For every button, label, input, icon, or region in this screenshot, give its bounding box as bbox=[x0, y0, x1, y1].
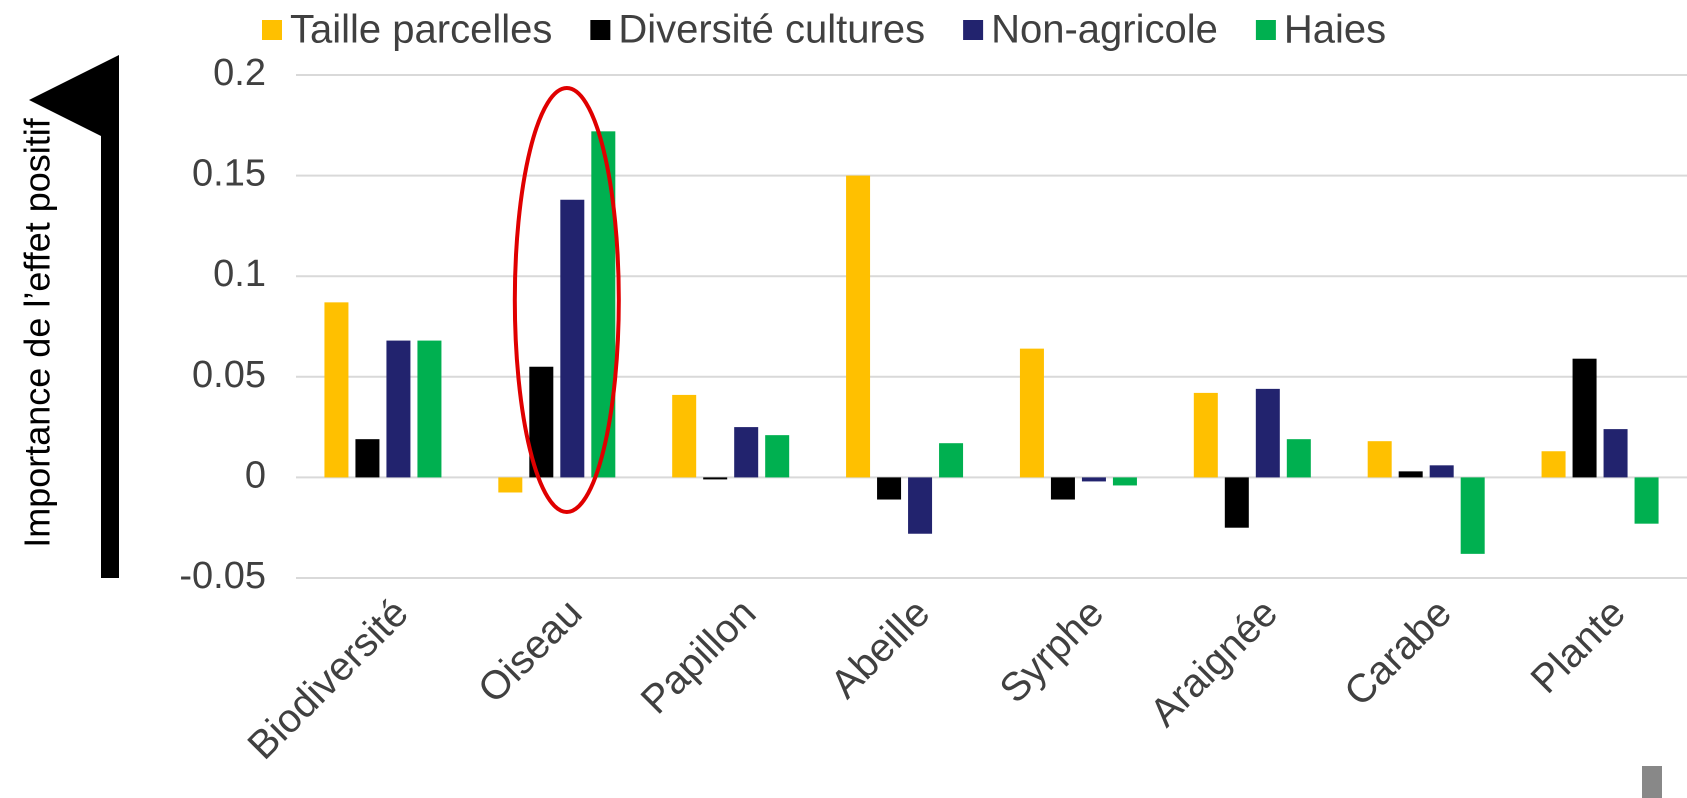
image-placeholder bbox=[1642, 766, 1662, 798]
y-tick-label: 0 bbox=[245, 454, 266, 496]
x-tick-label: Biodiversité bbox=[239, 591, 416, 768]
legend-label: Taille parcelles bbox=[290, 8, 552, 52]
bar bbox=[1112, 477, 1137, 486]
x-tick-label: Abeille bbox=[822, 591, 938, 707]
bar bbox=[1081, 477, 1106, 482]
bar bbox=[877, 477, 902, 500]
bar bbox=[1398, 471, 1423, 478]
bar bbox=[386, 340, 411, 478]
x-tick-label: Araignée bbox=[1142, 591, 1286, 735]
bar bbox=[765, 435, 790, 478]
bar bbox=[1429, 465, 1454, 478]
bar bbox=[1460, 477, 1485, 554]
bar bbox=[1255, 388, 1280, 478]
x-tick-label: Plante bbox=[1523, 591, 1634, 702]
y-tick-label: 0.15 bbox=[192, 153, 266, 195]
x-tick-label: Oiseau bbox=[470, 591, 591, 712]
bar bbox=[1367, 441, 1392, 478]
legend-label: Diversité cultures bbox=[618, 8, 925, 52]
legend-swatch bbox=[590, 20, 611, 40]
bar bbox=[1541, 451, 1566, 478]
bar bbox=[672, 394, 697, 478]
bar bbox=[417, 340, 442, 478]
bar bbox=[703, 477, 728, 480]
y-axis-label: Importance de l’effet positif bbox=[17, 117, 58, 548]
legend-swatch bbox=[963, 20, 984, 40]
y-tick-label: -0.05 bbox=[179, 555, 266, 597]
bar bbox=[939, 443, 964, 478]
x-tick-label: Carabe bbox=[1336, 591, 1460, 715]
bar bbox=[1572, 358, 1597, 478]
bar bbox=[1050, 477, 1075, 500]
bar bbox=[1603, 429, 1628, 478]
bar bbox=[1286, 439, 1311, 478]
legend-label: Non-agricole bbox=[991, 8, 1218, 52]
bar bbox=[1193, 392, 1218, 478]
legend-swatch bbox=[262, 20, 282, 40]
bar bbox=[1634, 477, 1659, 524]
x-tick-label: Syrphe bbox=[992, 591, 1113, 712]
x-tick-label: Papillon bbox=[633, 591, 765, 723]
highlight-ellipse bbox=[512, 86, 621, 514]
bar bbox=[734, 427, 759, 478]
bar bbox=[1019, 348, 1044, 478]
bar bbox=[355, 439, 380, 478]
bar bbox=[1224, 477, 1249, 528]
y-tick-label: 0.2 bbox=[213, 52, 266, 94]
y-tick-label: 0.1 bbox=[213, 253, 266, 295]
bar bbox=[846, 175, 871, 478]
legend-label: Haies bbox=[1284, 8, 1386, 52]
bar bbox=[560, 199, 585, 478]
bar bbox=[324, 302, 349, 478]
y-tick-label: 0.05 bbox=[192, 354, 266, 396]
legend-swatch bbox=[1255, 20, 1276, 40]
bar bbox=[908, 477, 933, 534]
bar bbox=[498, 477, 523, 493]
